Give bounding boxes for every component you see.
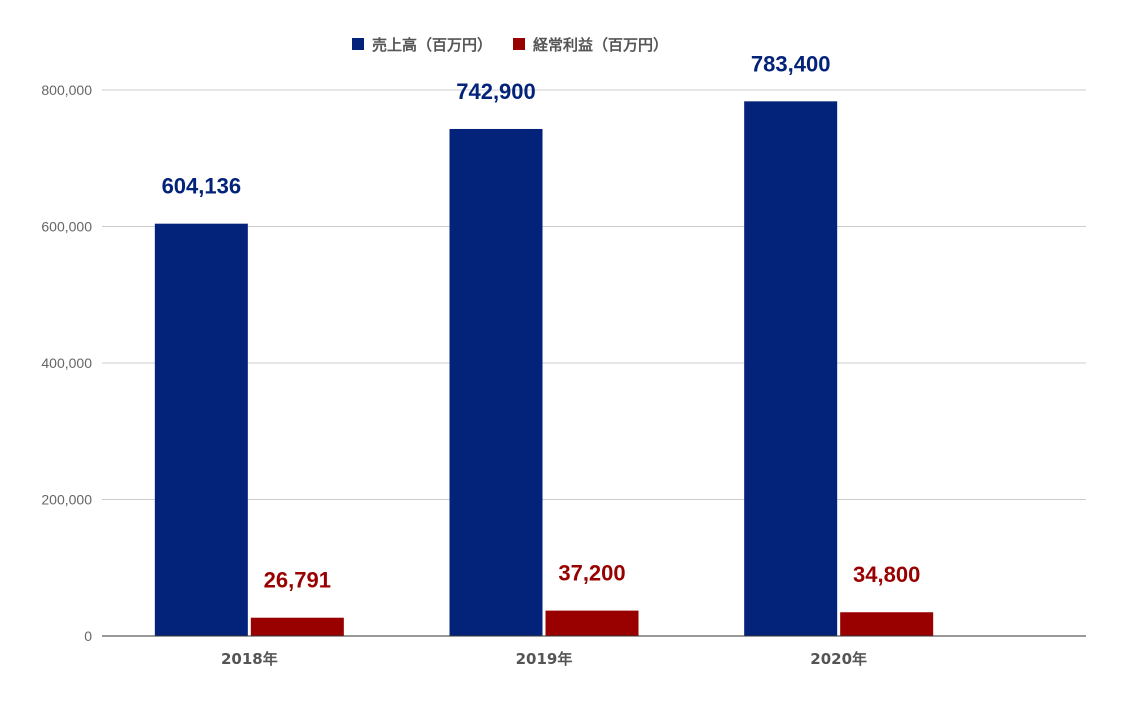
data-label: 742,900: [456, 79, 536, 104]
bar-1-2019年: [449, 128, 543, 636]
legend: 売上高（百万円） 経常利益（百万円）: [352, 36, 668, 54]
data-label: 34,800: [853, 562, 920, 587]
data-label: 37,200: [558, 561, 625, 586]
legend-label-1: 売上高（百万円）: [372, 36, 492, 54]
legend-swatch-1: [352, 38, 364, 50]
x-tick-label: 2020年: [810, 650, 867, 668]
y-tick-label: 800,000: [41, 82, 92, 98]
bar-1-2018年: [154, 223, 248, 636]
bar-1-2020年: [744, 101, 838, 637]
x-tick-label: 2019年: [516, 650, 573, 668]
data-label: 26,791: [264, 568, 331, 593]
y-tick-label: 600,000: [41, 219, 92, 235]
data-label: 783,400: [751, 51, 831, 76]
legend-label-2: 経常利益（百万円）: [533, 36, 668, 54]
data-label: 604,136: [162, 174, 242, 199]
bar-2-2018年: [250, 617, 344, 636]
bar-2-2020年: [840, 612, 934, 636]
x-axis: 2018年 2019年 2020年: [102, 635, 1086, 668]
legend-swatch-2: [513, 38, 525, 50]
bar-2-2019年: [545, 610, 639, 636]
y-tick-label: 0: [84, 628, 92, 644]
x-tick-label: 2018年: [221, 650, 278, 668]
y-tick-label: 400,000: [41, 355, 92, 371]
data-labels: 604,136 26,791 742,900 37,200 783,400 34,800: [162, 51, 921, 592]
gridlines: [102, 89, 1086, 500]
bars: [154, 101, 934, 637]
y-axis: 0 200,000 400,000 600,000 800,000: [41, 82, 92, 644]
y-tick-label: 200,000: [41, 492, 92, 508]
